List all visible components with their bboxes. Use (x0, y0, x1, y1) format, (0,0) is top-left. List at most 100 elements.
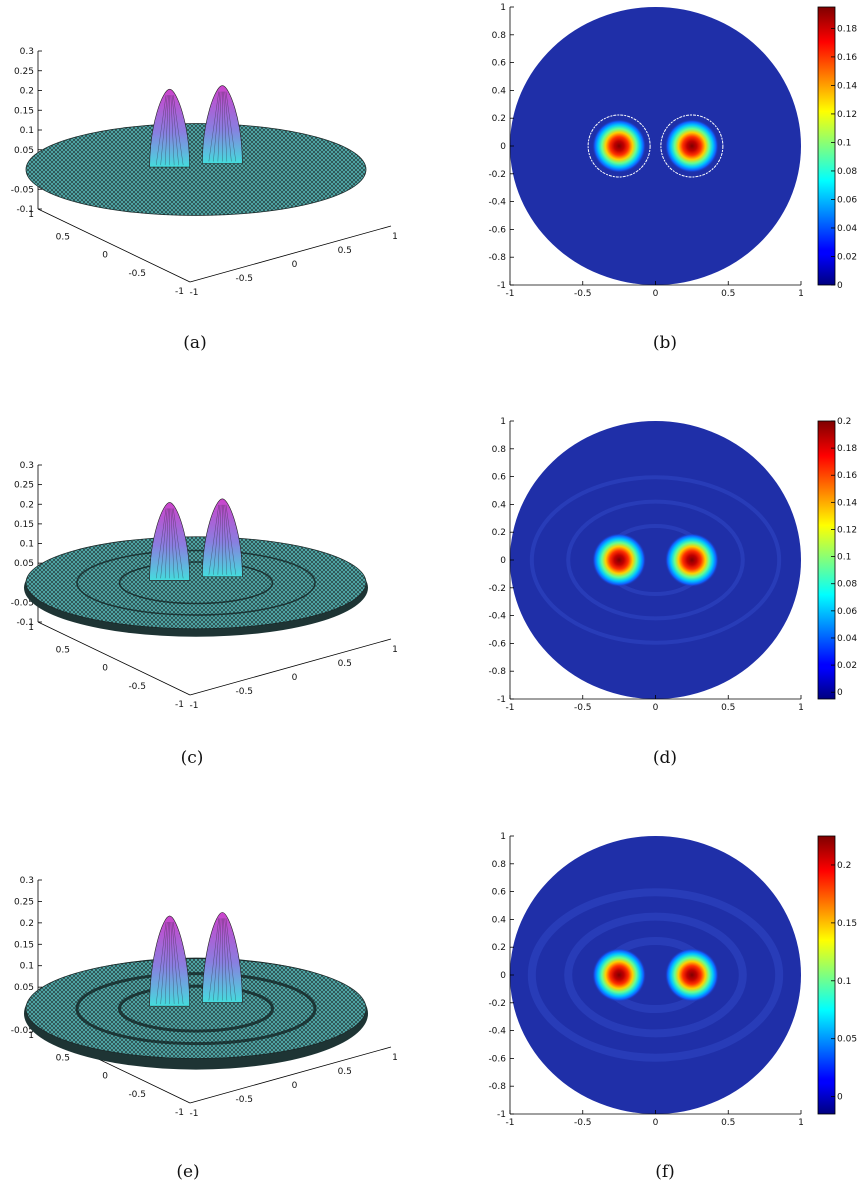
ytick-a-1: 0.5 (56, 232, 70, 242)
ytick-c-4: -1 (175, 700, 184, 710)
ytick-b-8: -0.6 (488, 225, 506, 235)
ztick-e-3: 0.15 (14, 940, 34, 950)
ytick-d-9: -0.8 (488, 667, 506, 677)
xtick-e-1: -0.5 (235, 1095, 253, 1105)
ytick-d-7: -0.4 (488, 612, 506, 622)
xtick-b-1: -0.5 (574, 289, 592, 299)
ztick-a-3: 0.15 (14, 106, 34, 116)
cbtick-f-0: 0.2 (837, 861, 851, 871)
disk-f (510, 836, 801, 1114)
ztick-a-5: 0.05 (14, 146, 34, 156)
cbtick-b-4: 0.1 (837, 138, 851, 148)
peak-f-0 (592, 948, 647, 1002)
ytick-a-2: 0 (102, 251, 108, 261)
xtick-f-1: -0.5 (574, 1118, 592, 1128)
cbtick-b-2: 0.14 (837, 81, 857, 91)
ytick-b-0: 1 (500, 3, 506, 13)
cbtick-d-5: 0.1 (837, 553, 851, 563)
cbtick-f-4: 0 (837, 1093, 843, 1103)
colorbar-d (817, 420, 836, 700)
xtick-f-2: 0 (653, 1118, 659, 1128)
xtick-a-2: 0 (292, 260, 298, 270)
ztick-c-5: 0.05 (14, 559, 34, 569)
disk-b (510, 7, 801, 285)
cbtick-f-3: 0.05 (837, 1035, 857, 1045)
cbtick-d-6: 0.08 (837, 580, 857, 590)
ytick-d-10: -1 (497, 695, 506, 705)
cbtick-b-0: 0.18 (837, 24, 857, 34)
xtick-a-4: 1 (392, 232, 398, 242)
xtick-b-4: 1 (798, 289, 804, 299)
xtick-c-2: 0 (292, 673, 298, 683)
contour-b-0 (587, 114, 651, 178)
ytick-f-2: 0.6 (492, 888, 507, 898)
y-floor-axis-a (37, 208, 191, 283)
caption-a: (a) (183, 333, 207, 353)
surface-a: 0.30.250.20.150.10.050-0.05-0.110.50-0.5… (11, 47, 398, 298)
ytick-b-9: -0.8 (488, 253, 506, 263)
heatmap-d: 1 0.8 0.6 0.4 0.2 0 -0.2 -0.4 -0.6 -0.8 -1-1 -0.5 0 0… (488, 417, 857, 713)
floor-ring-e-0 (118, 984, 274, 1033)
floor-ring-c-1 (76, 549, 316, 616)
xtick-d-1: -0.5 (574, 703, 592, 713)
ytick-f-1: 0.8 (492, 860, 507, 870)
cbtick-d-10: 0 (837, 688, 843, 698)
x-floor-axis-a (189, 225, 392, 283)
ytick-f-6: -0.2 (488, 999, 506, 1009)
ytick-e-4: -1 (175, 1108, 184, 1118)
ytick-b-3: 0.4 (492, 86, 507, 96)
caption-b: (b) (652, 333, 678, 353)
ztick-a-7: -0.05 (11, 185, 34, 195)
xtick-e-3: 0.5 (338, 1067, 352, 1077)
ztick-a-2: 0.2 (20, 87, 34, 97)
xtick-e-0: -1 (190, 1109, 199, 1119)
xtick-b-0: -1 (506, 289, 515, 299)
cbtick-d-3: 0.14 (837, 498, 857, 508)
ytick-d-1: 0.8 (492, 445, 507, 455)
peak-f-1 (664, 948, 719, 1002)
cbtick-b-6: 0.06 (837, 195, 857, 205)
ytick-f-7: -0.4 (488, 1027, 506, 1037)
ztick-c-3: 0.15 (14, 520, 34, 530)
xtick-d-2: 0 (653, 703, 659, 713)
x-floor-axis-e (189, 1046, 392, 1104)
floor-ring-e-1 (75, 972, 317, 1046)
colorbar-f (817, 835, 836, 1115)
heatmap-b: 1 0.8 0.6 0.4 0.2 0 -0.2 -0.4 -0.6 -0.8 -1-1 -0.5 0 0… (488, 3, 857, 299)
caption-f: (f) (655, 1162, 675, 1182)
ytick-d-2: 0.6 (492, 473, 507, 483)
ytick-e-1: 0.5 (56, 1053, 70, 1063)
cbtick-b-9: 0 (837, 281, 843, 291)
ripple-ring-d-2 (529, 475, 782, 645)
ytick-f-5: 0 (500, 971, 506, 981)
xtick-e-2: 0 (292, 1081, 298, 1091)
cbtick-b-1: 0.16 (837, 53, 857, 63)
xtick-a-3: 0.5 (338, 246, 352, 256)
ripple-ring-f-1 (564, 912, 747, 1038)
cbtick-b-8: 0.02 (837, 252, 857, 262)
ytick-f-10: -1 (497, 1110, 506, 1120)
ytick-c-0: 1 (28, 623, 34, 633)
cbtick-d-1: 0.18 (837, 444, 857, 454)
ytick-d-3: 0.4 (492, 500, 507, 510)
ytick-a-3: -0.5 (128, 269, 146, 279)
cbtick-b-7: 0.04 (837, 224, 857, 234)
floor-ring-c-0 (118, 561, 274, 605)
peak-b-0 (592, 119, 647, 173)
ztick-c-2: 0.2 (20, 500, 34, 510)
ytick-d-5: 0 (500, 556, 506, 566)
cbtick-f-2: 0.1 (837, 977, 851, 987)
cbtick-b-5: 0.08 (837, 167, 857, 177)
ytick-f-3: 0.4 (492, 915, 507, 925)
disk-d (510, 421, 801, 699)
xtick-f-0: -1 (506, 1118, 515, 1128)
surface-e: 0.30.250.20.150.10.050-0.0510.50-0.5-1-1… (11, 876, 398, 1119)
cbtick-d-9: 0.02 (837, 661, 857, 671)
ytick-b-7: -0.4 (488, 198, 506, 208)
ytick-b-1: 0.8 (492, 31, 507, 41)
ytick-c-1: 0.5 (56, 645, 70, 655)
cbtick-f-1: 0.15 (837, 919, 857, 929)
ztick-c-0: 0.3 (20, 461, 34, 471)
